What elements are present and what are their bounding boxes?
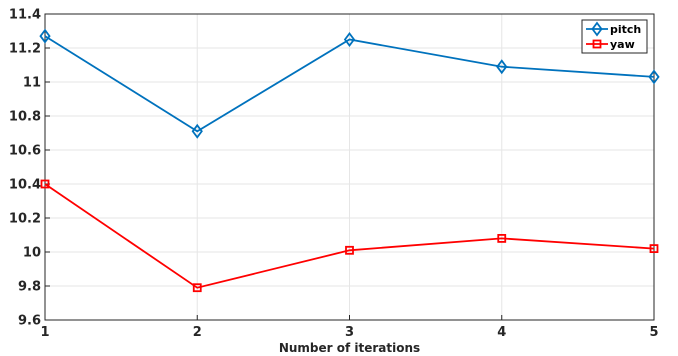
pitch-line <box>44 35 655 133</box>
yaw-point <box>345 245 354 255</box>
legend-marker <box>592 39 602 49</box>
legend-item-yaw: yaw <box>586 38 635 51</box>
yaw-point <box>40 179 50 189</box>
x-tick-label: 3 <box>345 325 354 340</box>
x-tick-label: 5 <box>649 325 658 340</box>
yaw-point <box>192 283 202 293</box>
y-axis-ticks: 9.6 9.8 10 10.2 10.4 10.6 10.8 11 11.2 11.4 <box>9 8 50 329</box>
y-tick-label: 11.2 <box>9 42 41 57</box>
y-tick-label: 10.4 <box>9 178 41 193</box>
series-layer <box>39 28 660 293</box>
y-tick-label: 10.2 <box>9 212 41 227</box>
grid-lines <box>44 13 655 321</box>
yaw-point <box>649 244 659 254</box>
pitch-point <box>648 69 660 85</box>
y-tick-label: 10.6 <box>9 144 41 159</box>
yaw-line <box>44 183 655 289</box>
x-tick-label: 2 <box>193 325 202 340</box>
legend: pitch yaw <box>581 19 648 54</box>
pitch-point <box>496 59 508 75</box>
series-yaw <box>40 179 659 293</box>
legend-item-pitch: pitch <box>586 21 641 37</box>
legend-label: yaw <box>610 38 635 51</box>
y-tick-label: 10 <box>23 246 41 261</box>
legend-label: pitch <box>610 23 641 36</box>
y-tick-label: 9.6 <box>18 314 41 329</box>
yaw-point <box>497 233 507 243</box>
y-tick-label: 10.8 <box>9 110 41 125</box>
pitch-point <box>191 123 203 139</box>
y-tick-label: 9.8 <box>18 280 41 295</box>
pitch-point <box>39 28 51 44</box>
y-tick-label: 11.4 <box>9 8 41 23</box>
x-tick-label: 4 <box>497 325 506 340</box>
pitch-point <box>343 32 356 47</box>
legend-marker <box>591 21 603 37</box>
x-axis-label: Number of iterations <box>279 341 420 355</box>
series-pitch <box>39 28 660 139</box>
y-tick-label: 11 <box>23 76 41 91</box>
x-axis-ticks: 1 2 3 4 5 <box>40 315 659 340</box>
x-tick-label: 1 <box>40 325 49 340</box>
